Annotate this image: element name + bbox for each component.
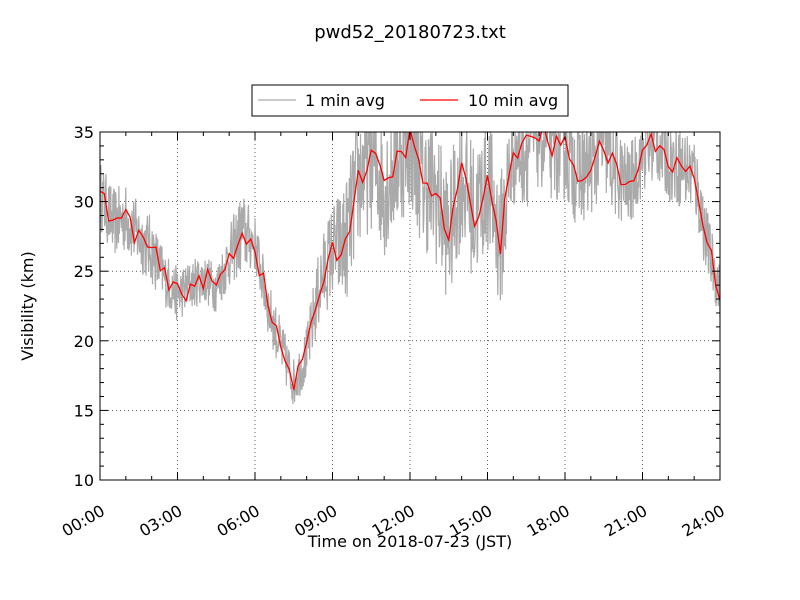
legend-label-1min: 1 min avg bbox=[305, 91, 385, 110]
x-tick-label: 21:00 bbox=[601, 501, 650, 541]
y-tick-label: 30 bbox=[74, 193, 94, 212]
series-line-10min bbox=[100, 132, 720, 391]
grid-lines bbox=[100, 132, 720, 480]
chart-title: pwd52_20180723.txt bbox=[314, 22, 506, 43]
x-tick-label: 18:00 bbox=[524, 501, 573, 541]
x-tick-label: 06:00 bbox=[214, 501, 263, 541]
y-axis-label: Visibility (km) bbox=[18, 251, 37, 360]
legend-frame bbox=[251, 84, 569, 117]
y-axis-tick-labels: 10 15 20 25 30 35 bbox=[74, 123, 94, 490]
x-axis-label: Time on 2018-07-23 (JST) bbox=[307, 532, 512, 551]
plot-area: 00:00 03:00 06:00 09:00 12:00 15:00 18:00 21:00… bbox=[59, 123, 728, 541]
tick-marks bbox=[99, 131, 721, 481]
x-tick-label: 03:00 bbox=[136, 501, 185, 541]
legend-label-10min: 10 min avg bbox=[468, 91, 558, 110]
y-tick-label: 10 bbox=[74, 471, 94, 490]
y-tick-label: 20 bbox=[74, 332, 94, 351]
y-tick-label: 15 bbox=[74, 401, 94, 420]
legend: 1 min avg 10 min avg bbox=[251, 84, 569, 117]
y-tick-label: 25 bbox=[74, 262, 94, 281]
x-tick-label: 24:00 bbox=[679, 501, 728, 541]
x-tick-label: 00:00 bbox=[59, 501, 108, 541]
y-tick-label: 35 bbox=[74, 123, 94, 142]
